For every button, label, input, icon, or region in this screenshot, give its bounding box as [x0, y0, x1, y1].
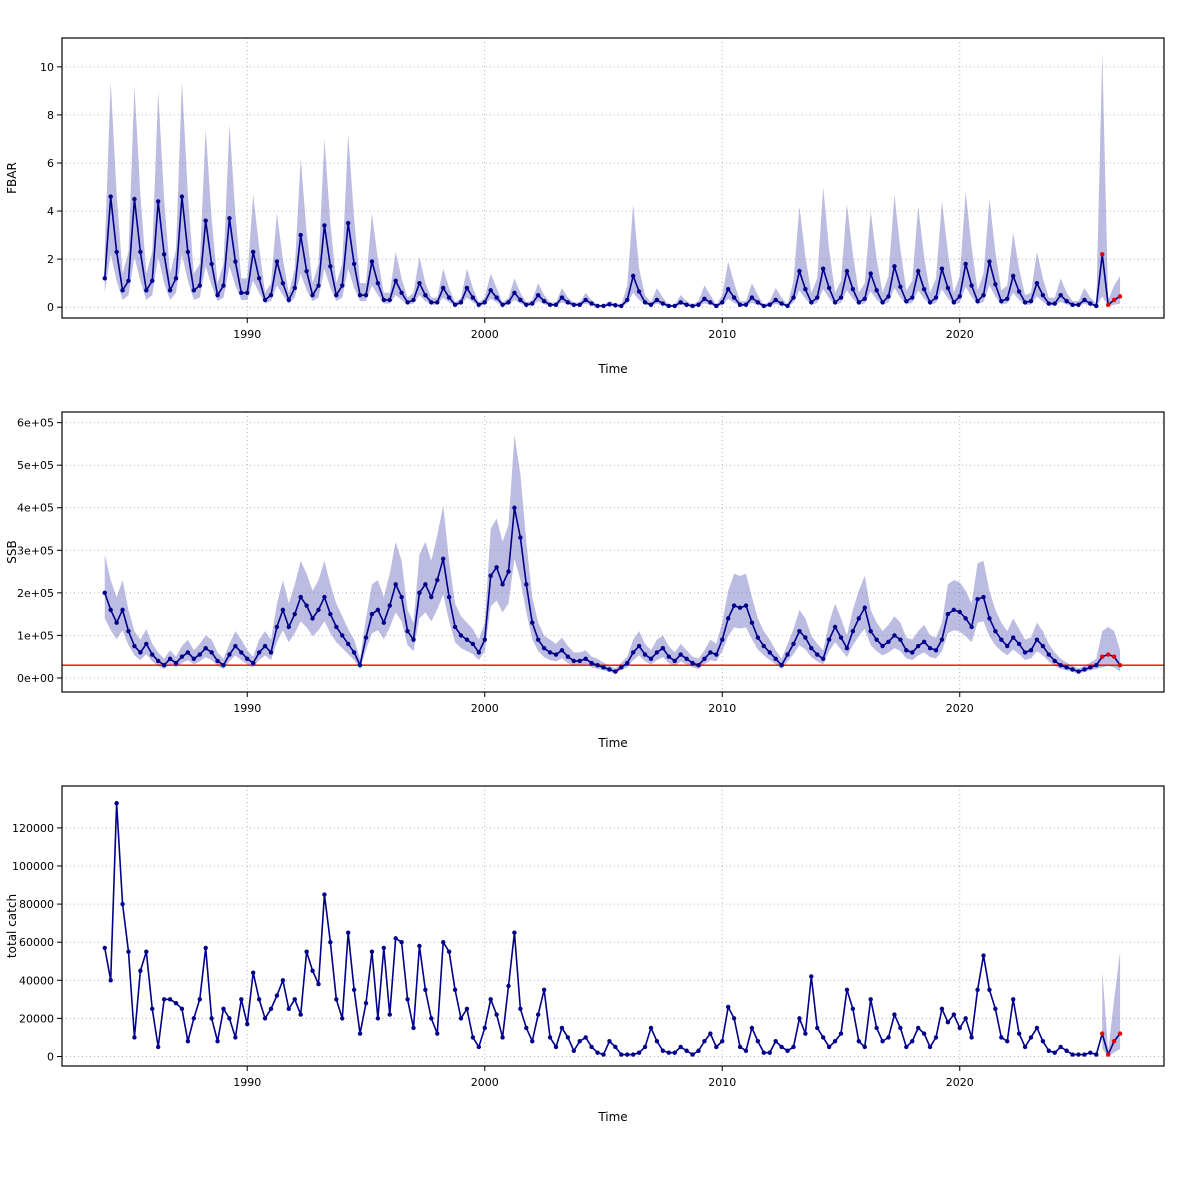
svg-text:40000: 40000: [19, 974, 54, 987]
svg-text:2: 2: [47, 253, 54, 266]
svg-text:2010: 2010: [708, 1076, 736, 1089]
svg-text:0e+00: 0e+00: [17, 672, 54, 685]
svg-text:8: 8: [47, 109, 54, 122]
svg-text:2000: 2000: [471, 328, 499, 341]
svg-text:60000: 60000: [19, 936, 54, 949]
svg-text:80000: 80000: [19, 898, 54, 911]
svg-text:0: 0: [47, 301, 54, 314]
ssb-panel: SSB 0e+00 1e+05 2e+05 3e+05 4e+05 5e+05 6e+05 1…: [0, 404, 1200, 750]
total-catch-panel: total catch 0 20000 40000 60000 80000 100000 1…: [0, 778, 1200, 1124]
svg-text:2e+05: 2e+05: [17, 587, 54, 600]
svg-text:2000: 2000: [471, 702, 499, 715]
svg-text:100000: 100000: [12, 860, 54, 873]
fbar-x-axis-label: Time: [598, 362, 628, 376]
svg-text:1990: 1990: [233, 328, 261, 341]
total-catch-x-axis-label: Time: [598, 1110, 628, 1124]
svg-text:2020: 2020: [946, 328, 974, 341]
svg-text:4e+05: 4e+05: [17, 502, 54, 515]
svg-text:2020: 2020: [946, 1076, 974, 1089]
ssb-chart: 0e+00 1e+05 2e+05 3e+05 4e+05 5e+05 6e+05 1990 2…: [17, 411, 1165, 715]
stock-assessment-figure: FBAR 0 2 4 6 8 10 1990 2000 2010 2020 Time SSB 0e…: [0, 30, 1200, 1124]
svg-text:120000: 120000: [12, 822, 54, 835]
ssb-x-axis-label: Time: [598, 736, 628, 750]
svg-text:0: 0: [47, 1050, 54, 1063]
svg-text:1e+05: 1e+05: [17, 629, 54, 642]
total-catch-chart: 0 20000 40000 60000 80000 100000 120000 1990 200…: [12, 785, 1165, 1089]
fbar-chart: 0 2 4 6 8 10 1990 2000 2010 2020: [40, 37, 1165, 341]
svg-text:2000: 2000: [471, 1076, 499, 1089]
svg-text:4: 4: [47, 205, 54, 218]
svg-text:2010: 2010: [708, 702, 736, 715]
svg-text:1990: 1990: [233, 1076, 261, 1089]
svg-text:1990: 1990: [233, 702, 261, 715]
svg-text:5e+05: 5e+05: [17, 459, 54, 472]
svg-text:6: 6: [47, 157, 54, 170]
svg-text:2010: 2010: [708, 328, 736, 341]
svg-text:20000: 20000: [19, 1012, 54, 1025]
svg-text:2020: 2020: [946, 702, 974, 715]
svg-text:10: 10: [40, 61, 54, 74]
fbar-panel: FBAR 0 2 4 6 8 10 1990 2000 2010 2020 Time: [0, 30, 1200, 376]
svg-text:3e+05: 3e+05: [17, 544, 54, 557]
svg-text:6e+05: 6e+05: [17, 417, 54, 430]
